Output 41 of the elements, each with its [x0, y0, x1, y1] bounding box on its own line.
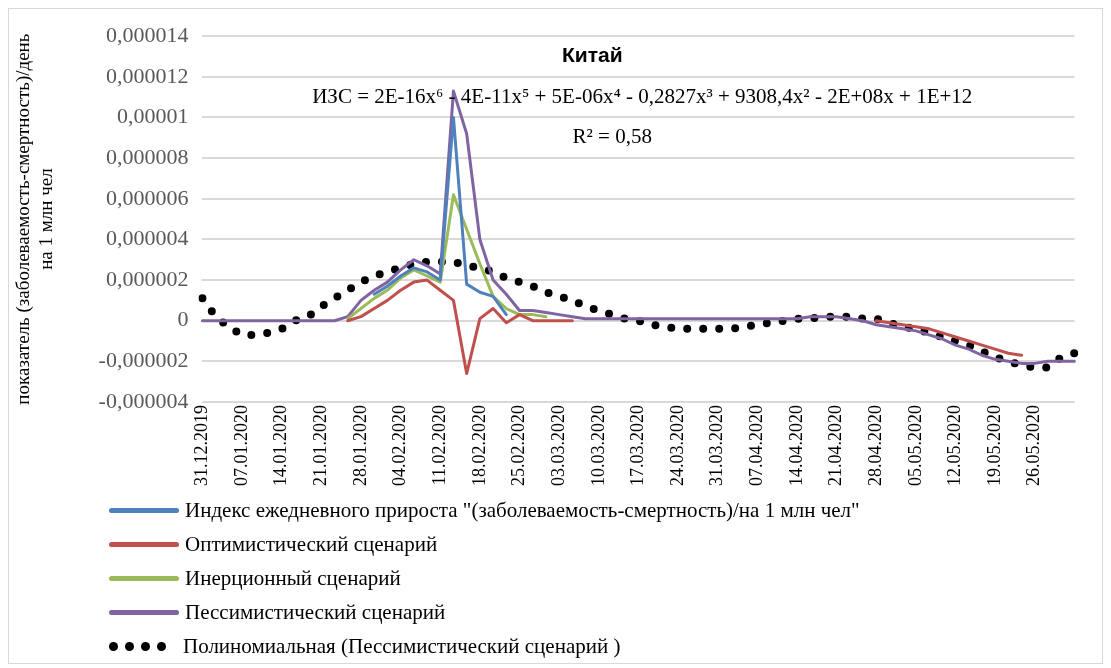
x-tick-label: 24.03.2020 — [666, 405, 687, 486]
y-tick-label: -0,000002 — [98, 347, 189, 373]
y-tick-label: 0 — [177, 306, 189, 332]
x-tick-label: 17.03.2020 — [627, 405, 648, 486]
y-tick-label: 0,000008 — [105, 143, 189, 169]
x-tick-label: 14.04.2020 — [785, 405, 806, 486]
y-tick-label: 0,000004 — [105, 225, 189, 251]
y-axis-title: показатель (заболеваемость-смертность)/день на 1 млн чел — [12, 33, 57, 405]
y-tick-label: 0,00001 — [116, 103, 189, 129]
legend-label: Инерционный сценарий — [185, 565, 401, 591]
legend-label: Оптимистический сценарий — [185, 531, 438, 557]
x-tick-label: 03.03.2020 — [547, 405, 568, 486]
x-tick-label: 31.12.2019 — [191, 405, 212, 486]
annotation: R² = 0,58 — [572, 124, 652, 149]
x-tick-label: 25.02.2020 — [508, 405, 529, 486]
y-tick-label: 0,000002 — [105, 265, 189, 291]
x-tick-label: 10.03.2020 — [587, 405, 608, 486]
x-tick-label: 07.01.2020 — [230, 405, 251, 486]
x-tick-label: 28.01.2020 — [349, 405, 370, 486]
y-tick-label: 0,000014 — [105, 21, 189, 47]
x-tick-label: 31.03.2020 — [706, 405, 727, 486]
x-tick-label: 14.01.2020 — [270, 405, 291, 486]
legend-label: Пессимистический сценарий — [185, 599, 446, 625]
y-tick-label: -0,000004 — [98, 387, 189, 413]
x-tick-label: 19.05.2020 — [983, 405, 1004, 486]
legend-label: Индекс ежедневного прироста "(заболеваемость-смертность)/на 1 млн чел" — [185, 497, 860, 523]
x-tick-label: 21.04.2020 — [825, 405, 846, 486]
y-tick-label: 0,000006 — [105, 184, 189, 210]
x-tick-label: 12.05.2020 — [944, 405, 965, 486]
x-tick-label: 26.05.2020 — [1023, 405, 1044, 486]
x-tick-label: 07.04.2020 — [746, 405, 767, 486]
x-tick-label: 28.04.2020 — [864, 405, 885, 486]
x-tick-label: 18.02.2020 — [468, 405, 489, 486]
x-tick-label: 04.02.2020 — [389, 405, 410, 486]
x-tick-label: 05.05.2020 — [904, 405, 925, 486]
chart-title: Китай — [561, 43, 623, 67]
annotation: ИЗС = 2E-16x⁶ - 4E-11x⁵ + 5E-06x⁴ - 0,2827x³ + 9308,4x² - 2E+08x + 1E+12 — [312, 83, 973, 108]
x-tick-label: 21.01.2020 — [310, 405, 331, 486]
y-tick-label: 0,000012 — [105, 62, 189, 88]
x-tick-label: 11.02.2020 — [428, 405, 449, 486]
legend-label: Полиномиальная (Пессимистический сценарий ) — [183, 633, 621, 659]
